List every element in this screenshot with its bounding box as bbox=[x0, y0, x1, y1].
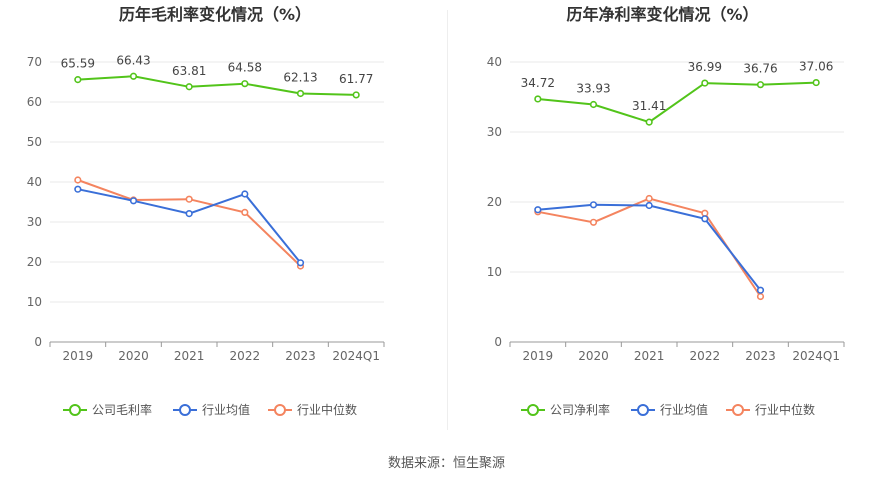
x-tick-label: 2021 bbox=[634, 349, 665, 363]
x-tick-label: 2023 bbox=[745, 349, 776, 363]
data-label: 31.41 bbox=[632, 99, 666, 113]
y-tick-label: 0 bbox=[34, 335, 42, 349]
data-point-avg bbox=[589, 201, 598, 209]
legend-marker-main bbox=[69, 404, 81, 416]
x-tick-label: 2022 bbox=[230, 349, 261, 363]
x-tick-label: 2020 bbox=[578, 349, 609, 363]
y-tick-label: 0 bbox=[494, 335, 502, 349]
x-tick-label: 2021 bbox=[174, 349, 205, 363]
data-point-avg bbox=[701, 215, 709, 223]
legend-marker-avg bbox=[637, 404, 649, 416]
y-tick-label: 40 bbox=[487, 55, 502, 69]
y-tick-label: 10 bbox=[27, 295, 42, 309]
x-tick-label: 2019 bbox=[523, 349, 554, 363]
data-point-median bbox=[74, 176, 82, 184]
data-point-median bbox=[241, 208, 249, 216]
data-point-main bbox=[296, 89, 305, 98]
data-label: 62.13 bbox=[283, 70, 317, 84]
x-tick-label: 2024Q1 bbox=[792, 349, 840, 363]
data-point-median bbox=[589, 218, 598, 226]
data-point-avg bbox=[241, 190, 249, 198]
y-tick-label: 20 bbox=[487, 195, 502, 209]
legend-marker-avg bbox=[179, 404, 191, 416]
data-point-avg bbox=[185, 210, 193, 218]
legend-label: 行业中位数 bbox=[755, 402, 815, 417]
data-point-median bbox=[756, 292, 765, 301]
data-point-main bbox=[352, 91, 360, 99]
legend-label: 行业均值 bbox=[202, 402, 250, 417]
data-label: 64.58 bbox=[228, 61, 262, 75]
data-point-main bbox=[701, 79, 709, 87]
y-tick-label: 30 bbox=[27, 215, 42, 229]
chart-svg: 历年毛利率变化情况（%） 0 10 20 30 40 50 60 70 2019 2020 2021 2… bbox=[27, 5, 385, 417]
panel-divider bbox=[447, 10, 448, 430]
data-source-note: 数据来源：恒生聚源 bbox=[387, 456, 505, 471]
legend-label: 公司净利率 bbox=[550, 402, 610, 417]
legend-marker-median bbox=[732, 404, 744, 416]
legend-label: 公司毛利率 bbox=[92, 402, 152, 417]
data-label: 34.72 bbox=[521, 76, 555, 90]
x-tick-label: 2024Q1 bbox=[332, 349, 380, 363]
chart-net-margin: 历年净利率变化情况（%） 0 10 20 30 40 2019 2020 2021 2022 202… bbox=[448, 0, 893, 430]
data-point-main bbox=[241, 80, 249, 88]
data-point-avg bbox=[756, 286, 765, 294]
data-point-main bbox=[645, 118, 653, 126]
series-line-main bbox=[537, 81, 817, 124]
data-point-avg bbox=[296, 259, 305, 267]
series-line-main bbox=[77, 75, 357, 96]
y-tick-label: 30 bbox=[487, 125, 502, 139]
legend-label: 行业中位数 bbox=[297, 402, 357, 417]
data-point-main bbox=[534, 95, 542, 103]
data-point-main bbox=[756, 81, 765, 89]
y-tick-label: 10 bbox=[487, 265, 502, 279]
chart-title: 历年净利率变化情况（%） bbox=[566, 5, 758, 24]
legend-marker-main bbox=[527, 404, 539, 416]
data-point-avg bbox=[534, 206, 542, 214]
data-point-main bbox=[185, 83, 193, 91]
chart-title: 历年毛利率变化情况（%） bbox=[119, 5, 311, 24]
y-tick-label: 70 bbox=[27, 55, 42, 69]
data-label: 61.77 bbox=[339, 72, 373, 86]
data-label: 36.99 bbox=[688, 60, 722, 74]
data-label: 37.06 bbox=[799, 60, 833, 74]
y-tick-label: 60 bbox=[27, 95, 42, 109]
y-tick-label: 50 bbox=[27, 135, 42, 149]
x-tick-label: 2020 bbox=[118, 349, 149, 363]
legend-marker-median bbox=[274, 404, 286, 416]
data-point-avg bbox=[74, 185, 82, 193]
data-point-median bbox=[701, 209, 709, 217]
data-point-main bbox=[74, 76, 82, 84]
x-tick-label: 2023 bbox=[285, 349, 316, 363]
data-label: 66.43 bbox=[116, 53, 150, 67]
chart-svg: 历年净利率变化情况（%） 0 10 20 30 40 2019 2020 2021 2022 202… bbox=[487, 5, 845, 417]
data-point-median bbox=[645, 194, 653, 203]
legend-label: 行业均值 bbox=[660, 402, 708, 417]
data-label: 63.81 bbox=[172, 64, 206, 78]
y-tick-label: 40 bbox=[27, 175, 42, 189]
data-label: 65.59 bbox=[61, 57, 95, 71]
data-point-avg bbox=[645, 201, 653, 210]
x-tick-label: 2022 bbox=[690, 349, 721, 363]
data-label: 33.93 bbox=[576, 81, 610, 95]
y-tick-label: 20 bbox=[27, 255, 42, 269]
data-point-main bbox=[129, 72, 138, 80]
data-point-median bbox=[185, 195, 193, 203]
data-point-main bbox=[812, 78, 820, 87]
data-label: 36.76 bbox=[743, 62, 777, 76]
chart-gross-margin: 历年毛利率变化情况（%） 0 10 20 30 40 50 60 70 2019 2020 2021 2… bbox=[0, 0, 446, 430]
x-tick-label: 2019 bbox=[63, 349, 94, 363]
data-point-main bbox=[589, 100, 598, 109]
data-point-avg bbox=[129, 197, 138, 205]
